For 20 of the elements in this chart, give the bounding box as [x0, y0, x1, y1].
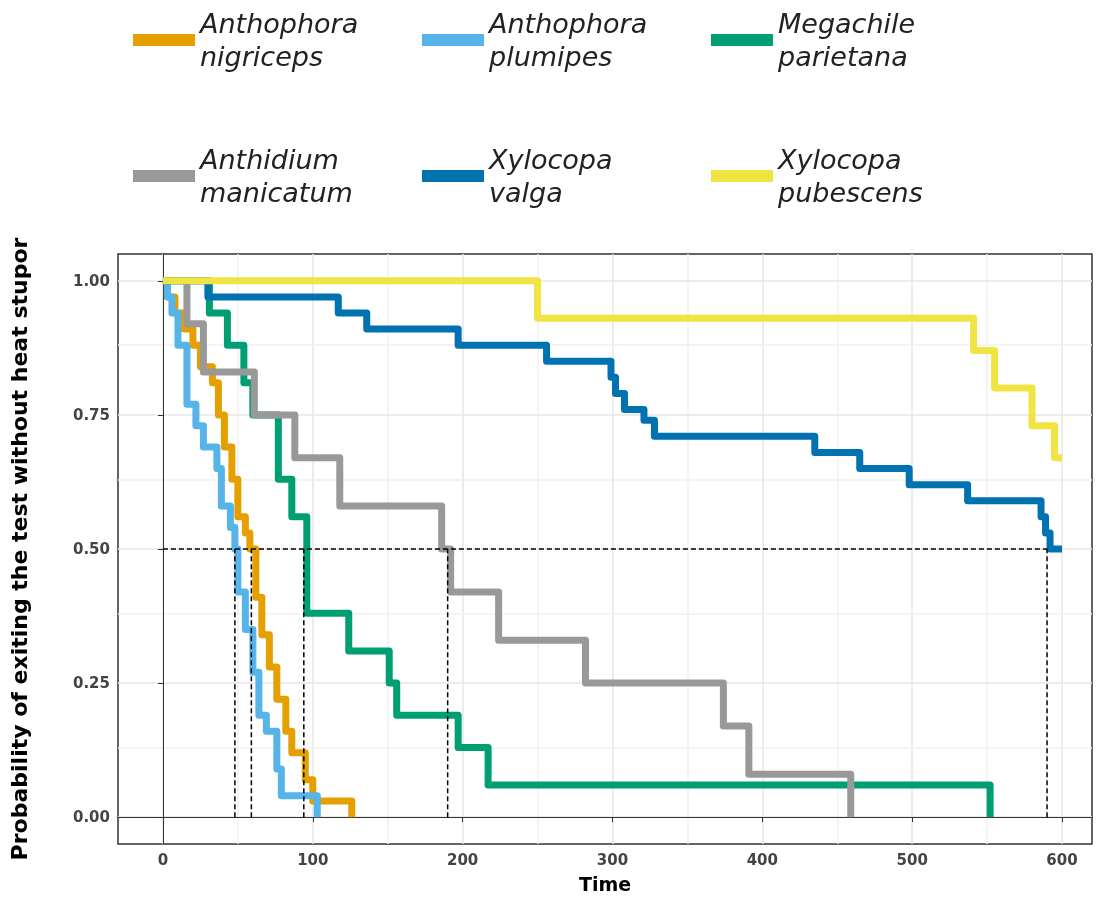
y-tick-label: 0.50: [72, 540, 110, 558]
y-tick-label: 0.25: [72, 674, 110, 693]
y-tick-label: 0.75: [72, 405, 110, 424]
legend-label: Xylocopa pubescens: [776, 144, 923, 208]
x-tick-label: 100: [297, 850, 329, 869]
x-tick-label: 0: [157, 850, 169, 869]
x-tick-label: 300: [596, 850, 629, 869]
legend-label: Anthophora nigriceps: [198, 8, 359, 72]
legend-label: Megachile parietana: [777, 8, 916, 72]
x-tick-label: 600: [1046, 850, 1078, 869]
x-tick-label: 200: [446, 850, 479, 869]
x-tick-label: 400: [746, 850, 778, 869]
x-axis-title: Time: [578, 872, 632, 895]
y-tick-label: 1.00: [72, 271, 110, 290]
x-tick-label: 500: [896, 850, 928, 869]
legend-label: Anthidium manicatum: [198, 144, 353, 208]
legend-label: Xylocopa valga: [487, 144, 613, 208]
legend-label: Anthophora plumipes: [487, 8, 648, 72]
y-axis-title: Probability of exiting the test without heat stupor: [6, 237, 32, 861]
y-tick-label: 0.00: [72, 808, 110, 827]
